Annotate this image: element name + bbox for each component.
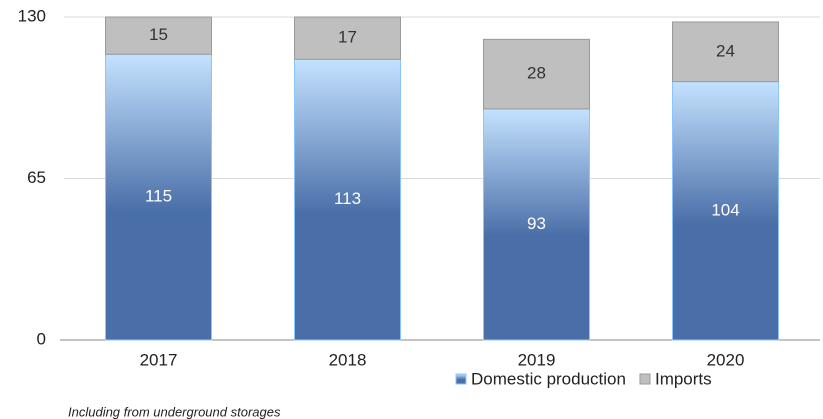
data-label: 24	[716, 41, 735, 60]
bar-segment	[105, 53, 212, 341]
y-tick-label: 65	[27, 168, 46, 187]
x-tick-label: 2019	[518, 350, 556, 369]
bar-segment	[483, 38, 590, 110]
data-label: 93	[527, 214, 546, 233]
bar-segment	[294, 58, 401, 341]
footnote: Including from underground storages	[68, 404, 281, 419]
bar-segment	[672, 21, 779, 83]
x-tick-label: 2020	[707, 350, 745, 369]
bar-segment	[483, 108, 590, 341]
legend-swatch	[455, 373, 467, 385]
bar-segment	[294, 16, 401, 60]
data-label: 15	[149, 25, 168, 44]
data-label: 113	[334, 189, 361, 208]
data-label: 104	[711, 200, 739, 219]
data-label: 28	[527, 64, 546, 83]
y-tick-label: 0	[37, 329, 46, 348]
bar-segment	[105, 16, 212, 55]
bar-segment	[672, 81, 779, 341]
x-tick-label: 2018	[329, 350, 367, 369]
data-label: 17	[338, 28, 357, 47]
legend-label: Imports	[655, 369, 712, 388]
y-tick-label: 130	[18, 6, 46, 25]
legend-swatch	[639, 373, 651, 385]
x-tick-label: 2017	[140, 350, 178, 369]
data-label: 115	[145, 187, 172, 206]
legend-label: Domestic production	[471, 369, 626, 388]
